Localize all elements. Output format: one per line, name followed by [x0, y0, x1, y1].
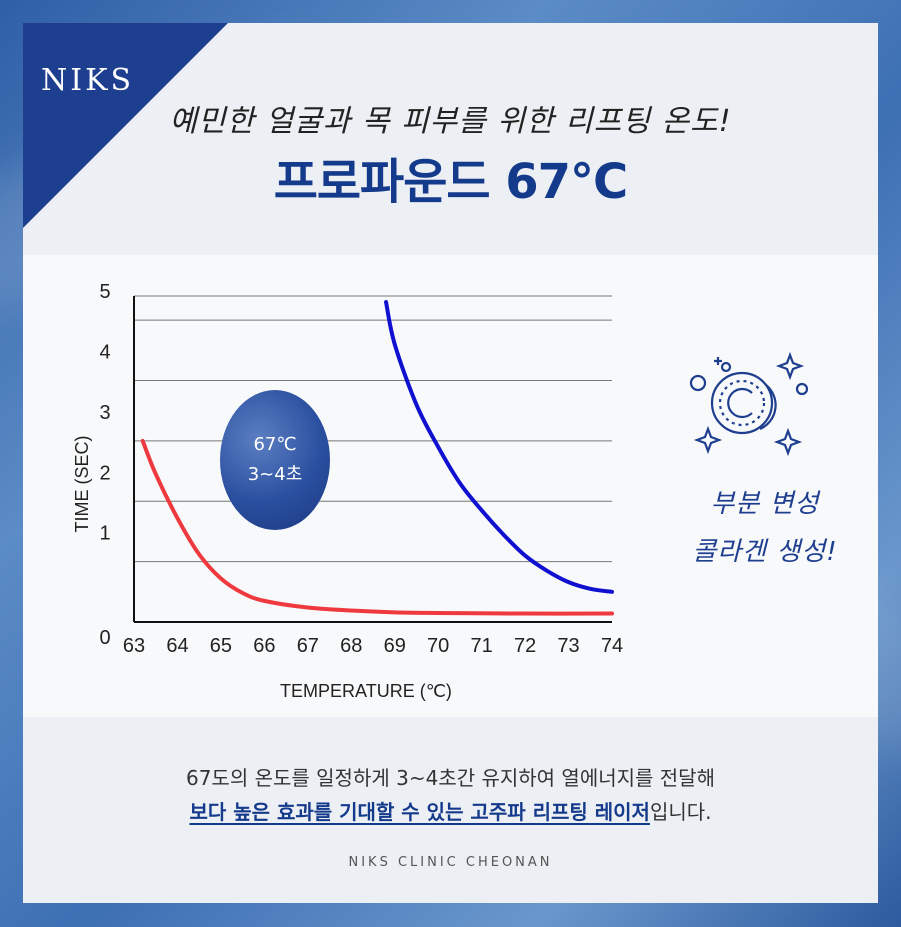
y-axis-title: TIME (SEC): [72, 436, 92, 533]
x-tick-label: 65: [210, 635, 232, 657]
y-tick-label: 2: [99, 462, 110, 484]
side-caption-line2: 콜라겐 생성!: [692, 537, 838, 567]
y-tick-label: 3: [99, 402, 110, 424]
side-caption-line1: 부분 변성: [710, 489, 820, 519]
y-tick-label: 5: [99, 281, 110, 303]
x-tick-label: 71: [471, 635, 493, 657]
description-highlight: 보다 높은 효과를 기대할 수 있는 고주파 리프팅 레이저: [189, 800, 650, 824]
side-caption: 부분 변성 콜라겐 생성!: [660, 480, 870, 576]
x-tick-label: 70: [427, 635, 449, 657]
description-line1: 67도의 온도를 일정하게 3~4초간 유지하여 열에너지를 전달해: [185, 766, 715, 790]
description-line2: 보다 높은 효과를 기대할 수 있는 고주파 리프팅 레이저입니다.: [0, 796, 901, 825]
footer-clinic-name: NIKS CLINIC CHEONAN: [348, 855, 553, 870]
x-tick-label: 74: [601, 635, 623, 657]
badge-temperature: 67℃: [253, 434, 297, 455]
badge-duration: 3~4초: [247, 464, 303, 485]
chart-panel: [23, 255, 878, 717]
y-tick-label: 0: [99, 627, 110, 649]
x-axis-title: TEMPERATURE (℃): [280, 681, 452, 701]
y-tick-label: 1: [99, 523, 110, 545]
x-tick-label: 72: [514, 635, 536, 657]
x-tick-label: 73: [557, 635, 579, 657]
series-line-red: [140, 438, 614, 616]
x-tick-label: 69: [384, 635, 406, 657]
corner-ribbon: [23, 23, 228, 228]
y-tick-label: 4: [99, 342, 110, 364]
description-tail: 입니다.: [649, 800, 712, 824]
x-tick-label: 68: [340, 635, 362, 657]
brand-logo: NIKS: [41, 63, 135, 98]
page-subtitle: 예민한 얼굴과 목 피부를 위한 리프팅 온도!: [169, 104, 732, 139]
highlight-badge: 67℃ 3~4초: [220, 390, 330, 530]
series-line-blue: [384, 300, 614, 594]
x-tick-label: 63: [123, 635, 145, 657]
content-card: NIKS: [23, 23, 878, 903]
x-tick-label: 66: [253, 635, 275, 657]
x-tick-label: 67: [297, 635, 319, 657]
x-tick-label: 64: [166, 635, 188, 657]
page-title: 프로파운드 67°C: [273, 154, 629, 210]
collagen-sparkle-icon: [689, 351, 809, 457]
